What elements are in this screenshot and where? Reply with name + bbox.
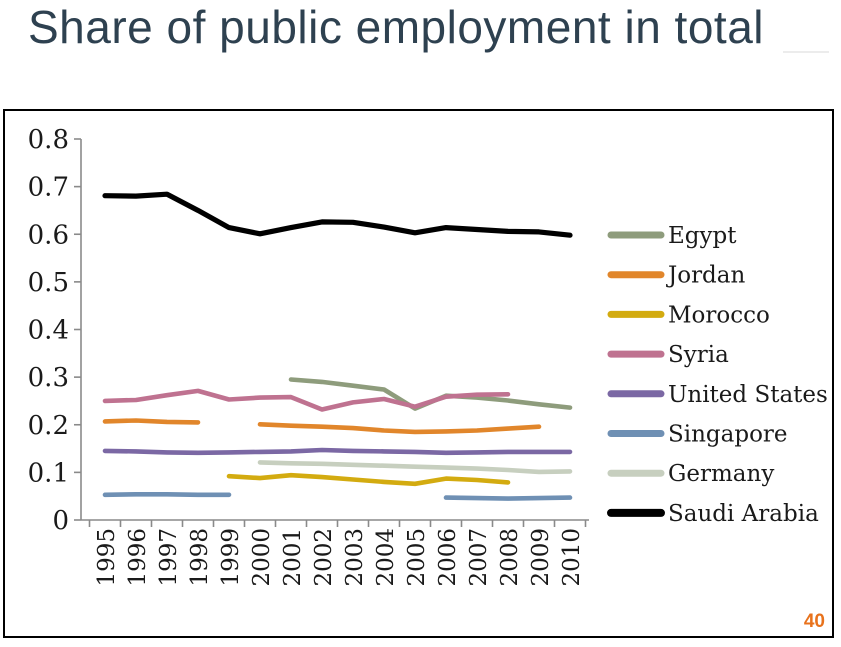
x-tick-label: 1999 [218, 528, 244, 587]
x-tick-label: 2000 [249, 528, 275, 587]
x-tick-label: 2010 [559, 528, 585, 587]
series-line-united-states [102, 447, 573, 456]
series-line-morocco [226, 472, 511, 487]
y-tick-label: 0.5 [28, 268, 69, 298]
x-tick-label: 2005 [404, 528, 430, 587]
x-tick-label: 1996 [125, 528, 151, 587]
page-number: 40 [803, 611, 825, 632]
series-line-germany [257, 460, 573, 475]
series-line-singapore [102, 491, 232, 498]
x-tick-label: 2002 [311, 528, 337, 587]
x-tick-label: 2009 [528, 528, 554, 587]
legend-label: Germany [668, 461, 774, 487]
legend-label: Jordan [666, 263, 745, 289]
legend-label: Singapore [668, 422, 788, 448]
legend-label: Egypt [668, 223, 737, 249]
x-tick-label: 1995 [94, 528, 120, 587]
x-tick-label: 2006 [435, 528, 461, 587]
y-tick-label: 0.3 [28, 363, 69, 393]
chart-frame: 0 0.1 0.2 0.3 0.4 0.5 0.6 0.7 0.8 1995 1996 1997 199… [3, 109, 834, 638]
legend-label: Saudi Arabia [668, 501, 819, 527]
legend-label: United States [668, 382, 828, 408]
x-tick-label: 2007 [466, 528, 492, 587]
legend-label: Syria [668, 342, 729, 368]
y-tick-label: 0.8 [28, 125, 69, 155]
x-tick-label: 2004 [373, 528, 399, 587]
series-line-jordan [257, 421, 542, 435]
y-tick-label: 0.1 [28, 458, 69, 488]
slide-title: Share of public employment in total [28, 1, 765, 53]
legend-label: Morocco [668, 302, 770, 328]
y-tick-label: 0.6 [28, 220, 69, 250]
series-line-egypt [288, 377, 573, 411]
x-tick-label: 1998 [187, 528, 213, 587]
series-line-saudi-arabia [102, 191, 573, 238]
x-tick-label: 1997 [156, 528, 182, 587]
x-tick-label: 2003 [342, 528, 368, 587]
x-tick-label: 2001 [280, 528, 306, 587]
y-tick-label: 0.4 [28, 316, 69, 346]
series-line-jordan [102, 418, 201, 425]
series-line-syria [102, 388, 511, 412]
x-tick-label: 2008 [497, 528, 523, 587]
y-tick-label: 0 [52, 506, 69, 536]
title-accent-line [783, 51, 829, 53]
series-line-singapore [443, 495, 573, 501]
y-tick-label: 0.7 [28, 173, 69, 203]
y-tick-label: 0.2 [28, 411, 69, 441]
